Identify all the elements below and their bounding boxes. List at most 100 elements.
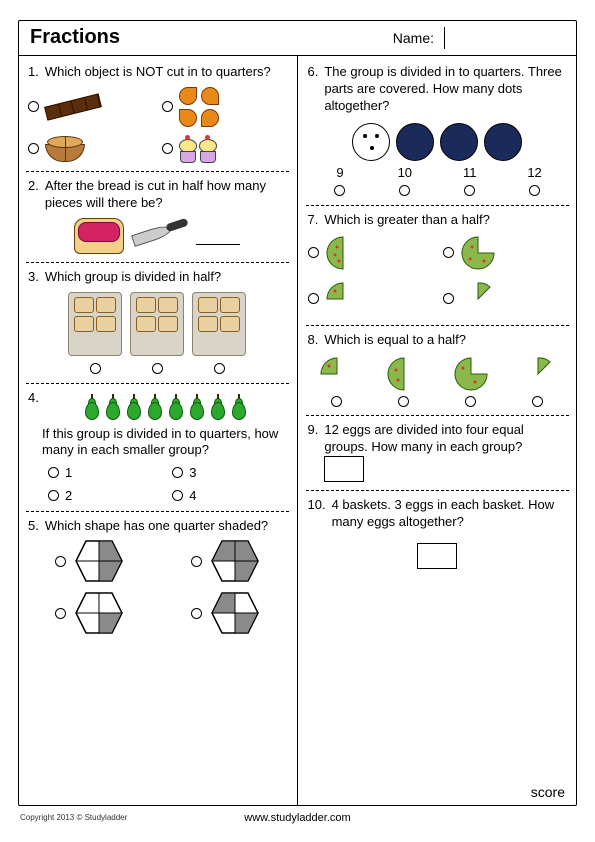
q5-opt-c[interactable]	[55, 608, 66, 619]
question-1: 1. Which object is NOT cut in to quarter…	[26, 60, 289, 169]
divider	[306, 205, 570, 206]
q7-opt-c[interactable]	[308, 293, 319, 304]
q9-answer[interactable]	[324, 456, 364, 482]
q2-answer[interactable]	[196, 227, 240, 245]
q10-num: 10.	[308, 497, 326, 531]
q10-text: 4 baskets. 3 eggs in each basket. How ma…	[332, 497, 567, 531]
q6-opt-10-label: 10	[386, 165, 424, 180]
q3-opt-a[interactable]	[90, 363, 101, 374]
q6-num: 6.	[308, 64, 319, 115]
q6-opt-9[interactable]	[334, 185, 345, 196]
pizza-half-icon	[325, 235, 361, 271]
q3-opt-c[interactable]	[214, 363, 225, 374]
divider	[26, 262, 289, 263]
divider	[26, 383, 289, 384]
question-10: 10. 4 baskets. 3 eggs in each basket. Ho…	[306, 493, 570, 575]
q6-text: The group is divided in to quarters. Thr…	[324, 64, 567, 115]
q4-opt-1[interactable]	[48, 467, 59, 478]
hexagon-d-icon	[210, 591, 260, 635]
q6-opt-11[interactable]	[464, 185, 475, 196]
question-8: 8. Which is equal to a half?	[306, 328, 570, 414]
score-label: score	[531, 784, 565, 800]
chocolate-icon	[44, 93, 102, 120]
q7-text: Which is greater than a half?	[324, 212, 489, 229]
q5-opt-b[interactable]	[191, 556, 202, 567]
pizza-slice-icon	[520, 356, 556, 392]
hexagon-c-icon	[74, 591, 124, 635]
q8-opt-d[interactable]	[532, 396, 543, 407]
pizza-q-icon	[319, 356, 355, 392]
page-title: Fractions	[30, 26, 393, 49]
dot-circles	[308, 123, 568, 161]
q1-opt-a[interactable]	[28, 101, 39, 112]
question-6: 6. The group is divided in to quarters. …	[306, 60, 570, 203]
q8-text: Which is equal to a half?	[324, 332, 466, 349]
q3-opt-b[interactable]	[152, 363, 163, 374]
q5-opt-a[interactable]	[55, 556, 66, 567]
q1-opt-b[interactable]	[162, 101, 173, 112]
pizza-3q-icon	[453, 356, 489, 392]
pie-icon	[45, 136, 85, 162]
q8-opt-a[interactable]	[331, 396, 342, 407]
pizza-quarter-icon	[325, 281, 361, 317]
q5-num: 5.	[28, 518, 39, 535]
q8-num: 8.	[308, 332, 319, 349]
question-3: 3. Which group is divided in half?	[26, 265, 289, 381]
pears-icon	[45, 394, 287, 420]
divider	[26, 511, 289, 512]
q7-opt-d[interactable]	[443, 293, 454, 304]
q9-num: 9.	[308, 422, 319, 482]
hexagon-b-icon	[210, 539, 260, 583]
q3-text: Which group is divided in half?	[45, 269, 221, 286]
name-label: Name:	[393, 30, 434, 46]
q10-answer[interactable]	[417, 543, 457, 569]
hexagon-a-icon	[74, 539, 124, 583]
cupcakes-icon	[179, 135, 217, 163]
q8-opt-b[interactable]	[398, 396, 409, 407]
knife-icon	[132, 221, 192, 251]
q7-num: 7.	[308, 212, 319, 229]
pizza-half-icon	[386, 356, 422, 392]
divider	[306, 415, 570, 416]
q6-opt-9-label: 9	[321, 165, 359, 180]
q2-text: After the bread is cut in half how many …	[45, 178, 287, 212]
q6-opt-10[interactable]	[399, 185, 410, 196]
pizza-slice-icon	[460, 281, 496, 317]
q1-num: 1.	[28, 64, 39, 81]
header: Fractions Name:	[18, 20, 577, 56]
q4-opt-4-label: 4	[189, 488, 196, 503]
q1-opt-c[interactable]	[28, 143, 39, 154]
q5-text: Which shape has one quarter shaded?	[45, 518, 268, 535]
q7-opt-a[interactable]	[308, 247, 319, 258]
footer-url: www.studyladder.com	[0, 812, 595, 824]
divider	[26, 171, 289, 172]
q4-opt-4[interactable]	[172, 490, 183, 501]
q1-text: Which object is NOT cut in to quarters?	[45, 64, 271, 81]
q8-opt-c[interactable]	[465, 396, 476, 407]
q9-text: 12 eggs are divided into four equal grou…	[324, 422, 523, 454]
bread-icon	[74, 218, 124, 254]
orange-icon	[179, 87, 219, 127]
trays	[28, 292, 287, 356]
q6-opt-12-label: 12	[516, 165, 554, 180]
q4-text: If this group is divided in to quarters,…	[42, 426, 287, 460]
q4-opt-3-label: 3	[189, 465, 196, 480]
q4-opt-2-label: 2	[65, 488, 72, 503]
q6-opt-11-label: 11	[451, 165, 489, 180]
question-7: 7. Which is greater than a half?	[306, 208, 570, 323]
q6-opt-12[interactable]	[529, 185, 540, 196]
divider	[306, 325, 570, 326]
name-input-divider	[444, 27, 445, 49]
q4-opt-2[interactable]	[48, 490, 59, 501]
question-9: 9. 12 eggs are divided into four equal g…	[306, 418, 570, 488]
q1-opt-d[interactable]	[162, 143, 173, 154]
question-2: 2. After the bread is cut in half how ma…	[26, 174, 289, 260]
q2-num: 2.	[28, 178, 39, 212]
question-4: 4. If this group is divided in to quarte…	[26, 386, 289, 510]
q5-opt-d[interactable]	[191, 608, 202, 619]
pizza-3q-icon	[460, 235, 496, 271]
question-5: 5. Which shape has one quarter shaded?	[26, 514, 289, 641]
q7-opt-b[interactable]	[443, 247, 454, 258]
q3-num: 3.	[28, 269, 39, 286]
q4-opt-3[interactable]	[172, 467, 183, 478]
